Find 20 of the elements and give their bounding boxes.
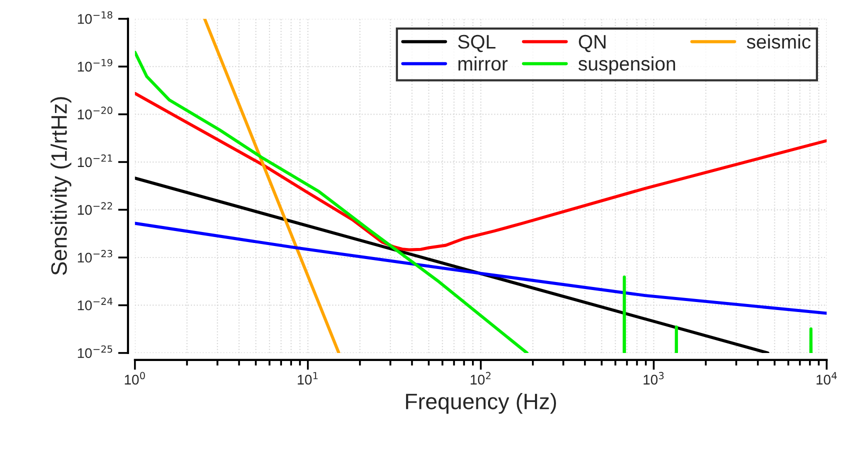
x-tick-label: 10$^{1}$ xyxy=(298,372,318,385)
y-axis-title: Sensitivity (1/rtHz) xyxy=(50,97,72,276)
y-tick-label: 10$^{−21}$ xyxy=(78,154,112,168)
legend-label: mirror xyxy=(458,56,508,71)
x-axis-title: Frequency (Hz) xyxy=(406,393,556,414)
legend-label: suspension xyxy=(578,56,676,75)
y-tick-label: 10$^{−20}$ xyxy=(78,106,112,120)
x-tick-label: 10$^{3}$ xyxy=(644,372,664,385)
legend-label: SQL xyxy=(458,34,496,52)
legend-label: QN xyxy=(578,34,606,52)
y-tick-label: 10$^{−19}$ xyxy=(78,58,112,72)
y-tick-label: 10$^{−24}$ xyxy=(78,298,112,310)
y-tick-label: 10$^{−23}$ xyxy=(78,250,112,263)
legend-label: seismic xyxy=(746,34,811,49)
y-tick-label: 10$^{−22}$ xyxy=(78,202,112,215)
y-tick-label: 10$^{−18}$ xyxy=(78,11,112,24)
x-tick-label: 10$^{0}$ xyxy=(124,372,145,385)
y-tick-label: 10$^{−25}$ xyxy=(78,345,112,358)
x-tick-label: 10$^{2}$ xyxy=(470,372,490,385)
x-tick-label: 10$^{4}$ xyxy=(816,372,837,385)
